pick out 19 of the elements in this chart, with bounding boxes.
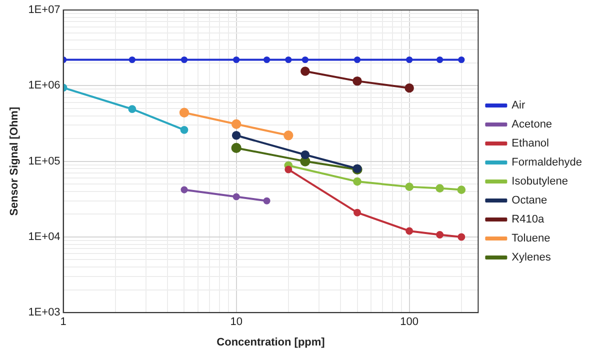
y-tick-label: 1E+07 (28, 4, 60, 16)
y-tick-label: 1E+06 (28, 80, 60, 92)
legend-label: R410a (512, 214, 545, 226)
legend-label: Octane (512, 194, 548, 207)
y-tick-label: 1E+05 (28, 155, 60, 168)
x-tick-label: 100 (400, 316, 419, 328)
legend-label: Xylenes (512, 252, 552, 264)
x-tick-label: 1 (60, 316, 66, 328)
legend-label: Isobutylene (512, 176, 568, 188)
y-tick-label: 1E+04 (28, 230, 60, 243)
legend-label: Formaldehyde (512, 156, 582, 169)
y-axis-title: Sensor Signal [Ohm] (8, 106, 21, 216)
legend-label: Toluene (512, 232, 550, 245)
legend-label: Acetone (512, 118, 552, 131)
x-tick-label: 10 (230, 316, 242, 328)
legend-label: Ethanol (512, 138, 549, 150)
legend-label: Air (512, 100, 526, 112)
x-axis-title: Concentration [ppm] (216, 336, 326, 348)
y-tick-label: 1E+03 (28, 306, 60, 319)
